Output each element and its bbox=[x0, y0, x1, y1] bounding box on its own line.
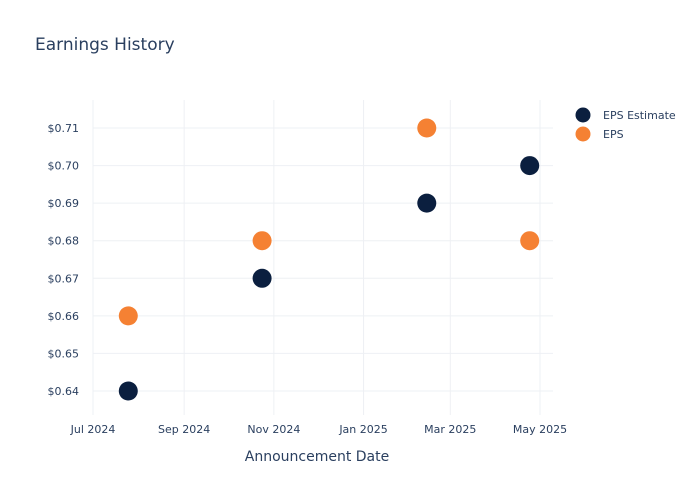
y-tick-label: $0.69 bbox=[48, 197, 80, 210]
eps-point[interactable] bbox=[118, 306, 138, 326]
x-tick-label: Mar 2025 bbox=[424, 423, 476, 436]
y-tick-label: $0.67 bbox=[48, 272, 80, 285]
eps-estimate-point[interactable] bbox=[417, 193, 437, 213]
eps-point[interactable] bbox=[252, 231, 272, 251]
y-tick-label: $0.64 bbox=[48, 385, 80, 398]
legend-marker bbox=[575, 107, 591, 123]
y-tick-label: $0.65 bbox=[48, 347, 80, 360]
x-axis-ticks: Jul 2024 Sep 2024 Nov 2024 Jan 2025 Mar 2025… bbox=[70, 423, 568, 436]
legend-item-eps-estimate[interactable]: EPS Estimate bbox=[575, 107, 676, 123]
legend-item-eps[interactable]: EPS bbox=[575, 126, 624, 142]
x-tick-label: May 2025 bbox=[513, 423, 567, 436]
x-tick-label: Sep 2024 bbox=[158, 423, 210, 436]
x-tick-label: Nov 2024 bbox=[247, 423, 300, 436]
eps-estimate-point[interactable] bbox=[520, 156, 540, 176]
y-tick-label: $0.71 bbox=[48, 122, 80, 135]
data-points bbox=[118, 118, 540, 401]
y-tick-label: $0.70 bbox=[48, 160, 80, 173]
legend-label: EPS Estimate bbox=[603, 109, 676, 122]
y-tick-label: $0.68 bbox=[48, 235, 80, 248]
legend-label: EPS bbox=[603, 128, 624, 141]
eps-estimate-point[interactable] bbox=[118, 381, 138, 401]
x-tick-label: Jul 2024 bbox=[70, 423, 116, 436]
eps-point[interactable] bbox=[417, 118, 437, 138]
x-tick-label: Jan 2025 bbox=[338, 423, 387, 436]
eps-point[interactable] bbox=[520, 231, 540, 251]
legend-marker bbox=[575, 126, 591, 142]
y-axis-ticks: $0.64 $0.65 $0.66 $0.67 $0.68 $0.69 $0.70 $0.71 bbox=[48, 122, 80, 398]
eps-estimate-point[interactable] bbox=[252, 268, 272, 288]
x-axis-title: Announcement Date bbox=[245, 449, 389, 465]
chart-title: Earnings History bbox=[35, 35, 175, 55]
legend[interactable]: EPS Estimate EPS bbox=[575, 107, 676, 142]
y-tick-label: $0.66 bbox=[48, 310, 80, 323]
gridlines bbox=[92, 100, 553, 415]
